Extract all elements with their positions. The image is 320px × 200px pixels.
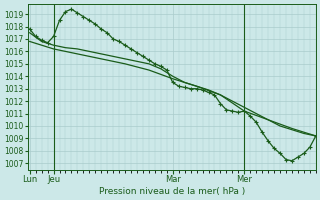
X-axis label: Pression niveau de la mer( hPa ): Pression niveau de la mer( hPa ) bbox=[99, 187, 245, 196]
